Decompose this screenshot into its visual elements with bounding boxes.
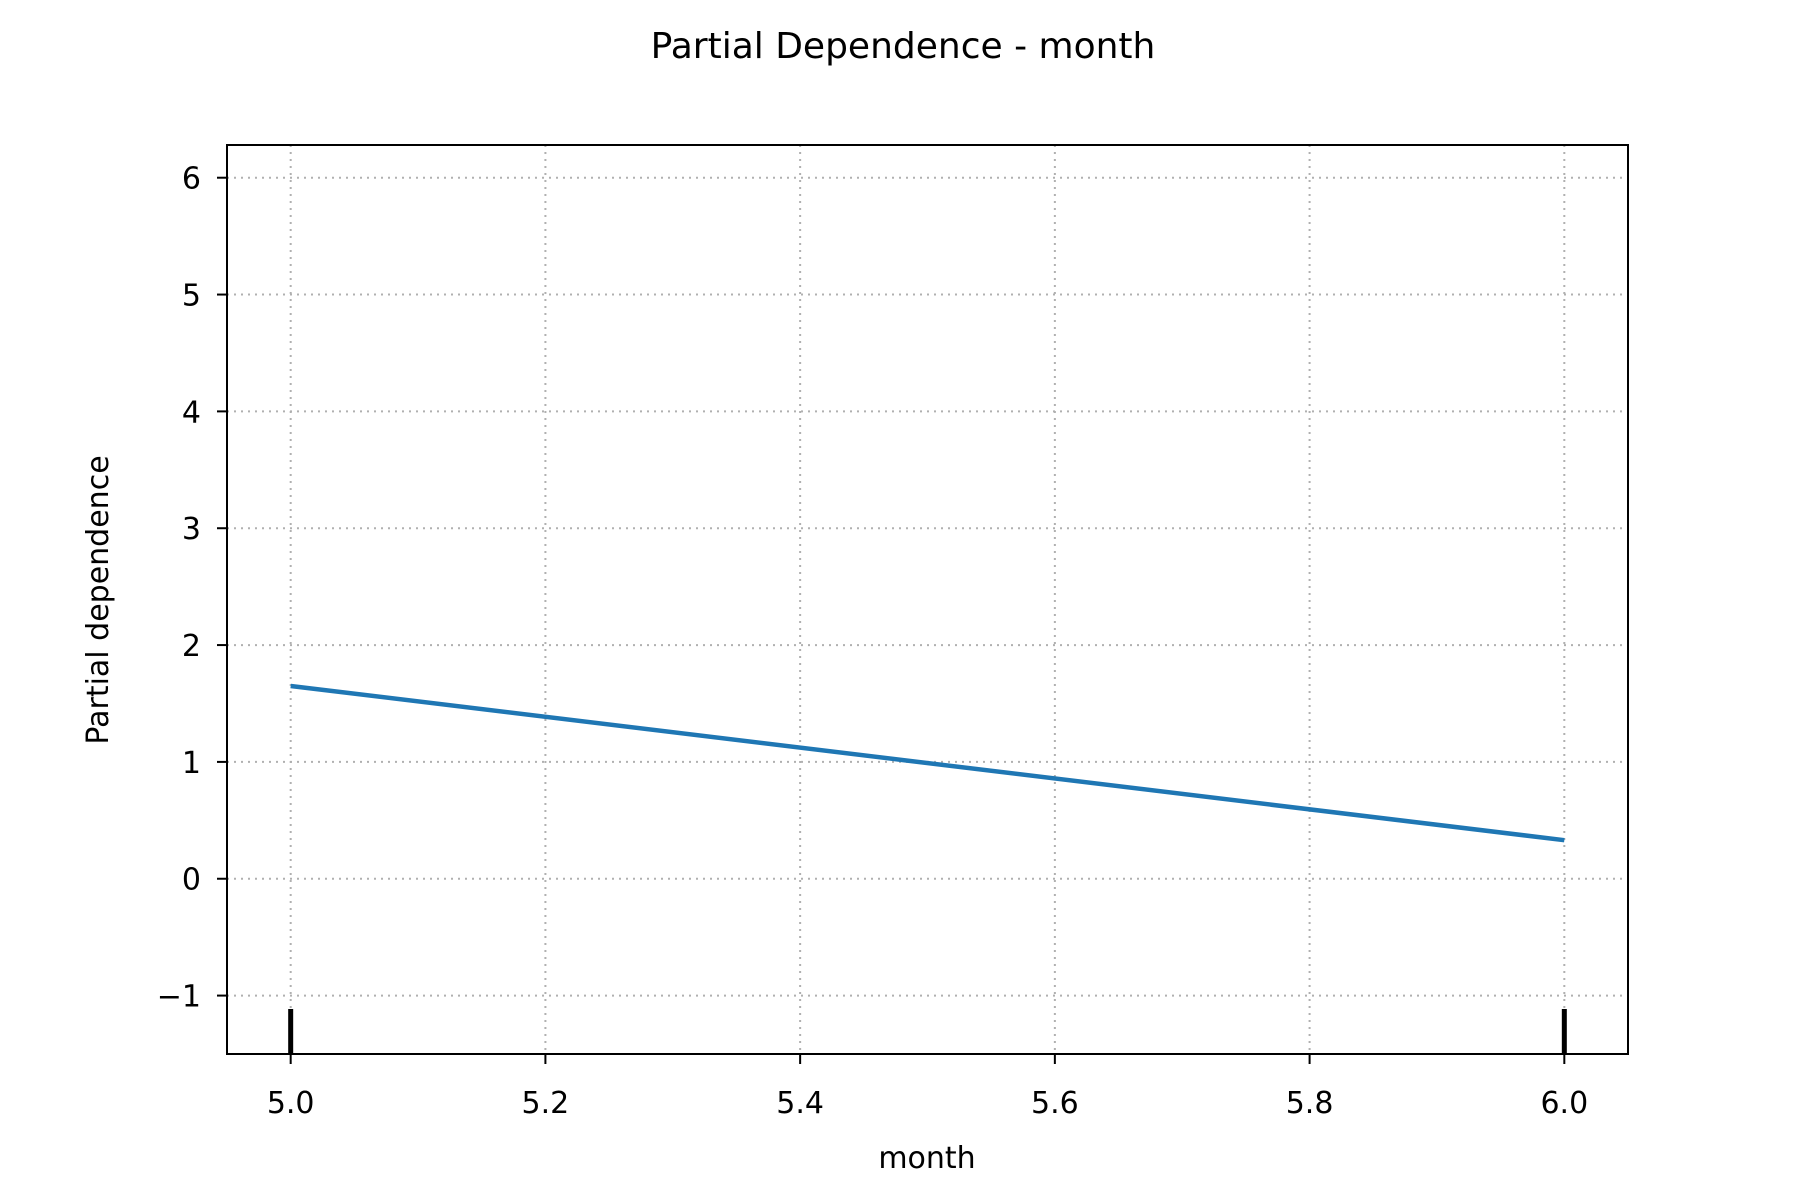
x-tick-label: 5.8: [1286, 1086, 1334, 1121]
x-tick-label: 5.6: [1031, 1086, 1079, 1121]
x-axis: 5.0 5.2 5.4 5.6 5.8 6.0: [267, 1054, 1588, 1121]
x-tick-label: 5.4: [776, 1086, 824, 1121]
y-tick-label: 6: [182, 162, 201, 197]
x-tick-label: 5.0: [267, 1086, 315, 1121]
x-tick-label: 5.2: [522, 1086, 570, 1121]
x-tick-label: 6.0: [1540, 1086, 1588, 1121]
y-axis-label: Partial dependence: [81, 455, 116, 744]
y-tick-label: 1: [182, 746, 201, 781]
y-tick-label: −1: [157, 980, 201, 1015]
rug-layer: [288, 1009, 1567, 1054]
chart-title: Partial Dependence - month: [651, 26, 1156, 67]
x-axis-label: month: [878, 1141, 975, 1176]
y-tick-label: 4: [182, 395, 201, 430]
grid-layer: [227, 145, 1628, 1054]
y-tick-label: 2: [182, 629, 201, 664]
y-axis: −1 0 1 2 3 4 5 6: [157, 162, 227, 1015]
series-layer: [290, 683, 1565, 843]
y-tick-label: 3: [182, 512, 201, 547]
plot-frame: [226, 144, 1629, 1055]
y-tick-label: 5: [182, 279, 201, 314]
series-line: [290, 683, 1565, 843]
y-tick-label: 0: [182, 863, 201, 898]
